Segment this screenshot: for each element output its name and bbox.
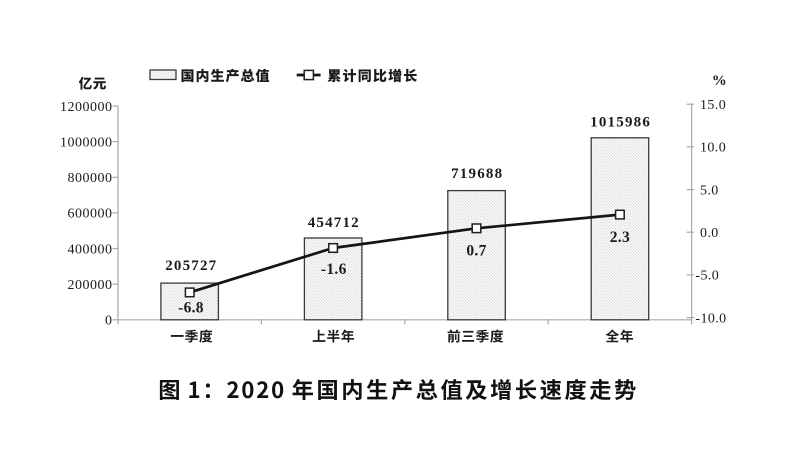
svg-text:0.7: 0.7 (466, 243, 486, 260)
svg-text:1000000: 1000000 (60, 135, 113, 150)
svg-text:-5.0: -5.0 (695, 269, 719, 284)
svg-text:200000: 200000 (68, 278, 113, 293)
svg-text:5.0: 5.0 (700, 183, 719, 198)
svg-text:15.0: 15.0 (700, 98, 726, 113)
svg-text:454712: 454712 (308, 215, 360, 231)
svg-text:10.0: 10.0 (700, 141, 726, 156)
svg-text:2.3: 2.3 (610, 229, 630, 246)
svg-text:719688: 719688 (451, 166, 503, 182)
svg-text:-1.6: -1.6 (321, 261, 347, 278)
svg-text:1200000: 1200000 (60, 100, 113, 115)
svg-text:205727: 205727 (165, 258, 217, 274)
svg-text:%: % (712, 73, 727, 89)
svg-text:-10.0: -10.0 (695, 311, 726, 326)
svg-text:1015986: 1015986 (590, 115, 651, 131)
svg-text:0.0: 0.0 (700, 226, 719, 241)
svg-text:400000: 400000 (68, 242, 113, 257)
svg-text:600000: 600000 (68, 207, 113, 222)
svg-text:800000: 800000 (68, 171, 113, 186)
svg-text:0: 0 (105, 314, 113, 329)
svg-text:-6.8: -6.8 (178, 299, 204, 316)
